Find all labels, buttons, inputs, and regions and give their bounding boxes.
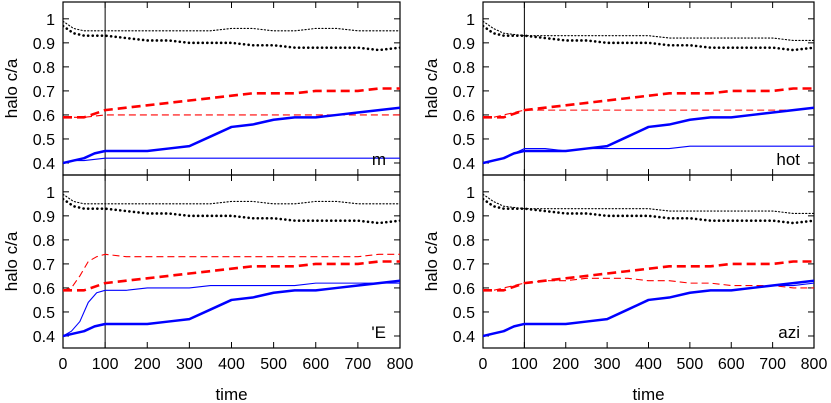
series-line-4	[483, 282, 814, 337]
series-line-0	[63, 193, 400, 205]
series-line-0	[483, 193, 814, 214]
y-tick-label: 0.4	[33, 329, 55, 346]
y-axis-label: halo c/a	[422, 58, 441, 118]
chart-panel-0: 0.4 0.5 0.6 0.7 0.8 0.9 1 halo c/a m	[2, 1, 401, 176]
series-line-0	[483, 20, 814, 41]
y-tick-label: 0.9	[453, 209, 475, 226]
y-tick-label: 0.8	[33, 60, 55, 77]
series-line-4	[63, 282, 400, 337]
series-line-1	[483, 197, 814, 225]
series-line-5	[483, 279, 814, 338]
series-line-5	[483, 106, 814, 165]
x-tick-label: 0	[479, 356, 488, 373]
y-tick-label: 1	[46, 12, 55, 29]
chart-panel-1: 0.4 0.5 0.6 0.7 0.8 0.9 1 halo c/a hot	[422, 1, 815, 176]
y-tick-label: 0.6	[33, 281, 55, 298]
series-line-1	[63, 24, 400, 52]
x-tick-label: 300	[594, 356, 621, 373]
x-tick-label: 800	[801, 356, 828, 373]
series-line-3	[63, 260, 400, 292]
series-line-4	[63, 157, 400, 164]
series-line-1	[483, 24, 814, 52]
series-line-4	[483, 145, 814, 164]
y-tick-label: 0.8	[453, 60, 475, 77]
y-tick-label: 0.6	[33, 108, 55, 125]
y-tick-label: 0.5	[453, 132, 475, 149]
y-tick-label: 0.4	[453, 329, 475, 346]
x-axis-label: time	[215, 385, 247, 403]
series-line-5	[63, 106, 400, 165]
plot-frame	[482, 174, 815, 349]
y-tick-label: 0.7	[33, 84, 55, 101]
series-line-2	[63, 114, 400, 118]
x-tick-label: 600	[302, 356, 329, 373]
x-tick-label: 0	[59, 356, 68, 373]
series-line-1	[63, 197, 400, 225]
series-line-5	[63, 279, 400, 338]
y-tick-label: 0.5	[33, 305, 55, 322]
x-tick-label: 100	[92, 356, 119, 373]
series-line-3	[63, 87, 400, 119]
x-tick-label: 300	[176, 356, 203, 373]
y-tick-label: 1	[466, 185, 475, 202]
y-tick-label: 0.5	[453, 305, 475, 322]
y-tick-label: 0.7	[33, 257, 55, 274]
y-tick-label: 1	[466, 12, 475, 29]
series-line-2	[63, 253, 400, 291]
series-line-2	[483, 107, 814, 118]
x-tick-label: 100	[511, 356, 538, 373]
x-tick-label: 400	[218, 356, 245, 373]
x-tick-label: 800	[387, 356, 414, 373]
y-tick-label: 0.8	[33, 233, 55, 250]
y-tick-label: 0.5	[33, 132, 55, 149]
y-tick-label: 0.4	[33, 156, 55, 173]
x-tick-label: 700	[759, 356, 786, 373]
series-line-0	[63, 20, 400, 32]
y-axis-label: halo c/a	[2, 231, 21, 291]
y-tick-label: 0.8	[453, 233, 475, 250]
y-tick-label: 1	[46, 185, 55, 202]
y-axis-label: halo c/a	[422, 231, 441, 291]
panel-label: m	[372, 150, 386, 169]
y-tick-label: 0.6	[453, 281, 475, 298]
panel-label: 'E	[371, 323, 386, 342]
y-tick-label: 0.7	[453, 257, 475, 274]
chart-panel-2: 0.4 0.5 0.6 0.7 0.8 0.9 1 0 100 200 300 400 500 600 70…	[2, 174, 414, 403]
y-axis-label: halo c/a	[2, 58, 21, 118]
x-tick-label: 200	[134, 356, 161, 373]
x-tick-label: 400	[635, 356, 662, 373]
x-tick-label: 500	[677, 356, 704, 373]
series-line-3	[483, 260, 814, 292]
y-tick-label: 0.9	[33, 209, 55, 226]
chart-panel-3: 0.4 0.5 0.6 0.7 0.8 0.9 1 0 100 200 300 400 500 600 70…	[422, 174, 828, 403]
y-tick-label: 0.9	[453, 36, 475, 53]
series-line-3	[483, 87, 814, 119]
x-axis-label: time	[632, 385, 664, 403]
y-tick-label: 0.4	[453, 156, 475, 173]
x-tick-label: 200	[552, 356, 579, 373]
series-line-2	[483, 277, 814, 291]
y-tick-label: 0.9	[33, 36, 55, 53]
x-tick-label: 700	[345, 356, 372, 373]
x-tick-label: 500	[260, 356, 287, 373]
panel-label: azi	[778, 323, 800, 342]
y-tick-label: 0.7	[453, 84, 475, 101]
y-tick-label: 0.6	[453, 108, 475, 125]
x-tick-label: 600	[718, 356, 745, 373]
panel-label: hot	[776, 150, 800, 169]
